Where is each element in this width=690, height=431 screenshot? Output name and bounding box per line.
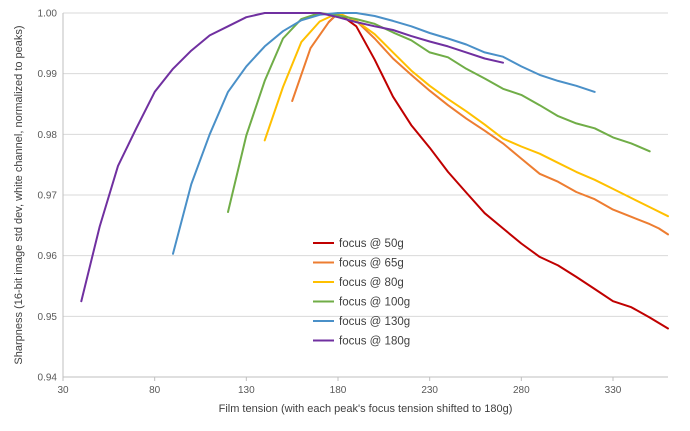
- y-tick-label: 0.95: [38, 312, 58, 323]
- y-tick-label: 0.98: [38, 130, 58, 141]
- grid: [63, 12, 668, 378]
- y-tick-label: 0.97: [38, 191, 58, 202]
- y-axis-title: Sharpness (16-bit image std dev, white c…: [13, 25, 25, 364]
- series-line-5: [172, 12, 596, 255]
- y-tick-label: 1.00: [38, 9, 58, 20]
- legend-label: focus @ 180g: [339, 336, 410, 348]
- axes: 0.94 0.95 0.96 0.97 0.98 0.99 1.00 30 80 130 180 23…: [38, 9, 668, 396]
- y-tick-label: 0.96: [38, 251, 58, 262]
- x-tick-label: 80: [149, 385, 161, 396]
- legend-label: focus @ 100g: [339, 297, 410, 309]
- legend: focus @ 50g focus @ 65g focus @ 80g focus @…: [313, 238, 410, 348]
- y-tick-label: 0.94: [38, 373, 58, 384]
- legend-label: focus @ 65g: [339, 258, 404, 270]
- x-tick-label: 30: [57, 385, 69, 396]
- series-line-2: [291, 12, 669, 236]
- x-tick-label: 330: [605, 385, 622, 396]
- x-tick-label: 280: [513, 385, 530, 396]
- legend-label: focus @ 50g: [339, 238, 404, 250]
- series-line-1: [327, 12, 669, 330]
- x-axis-title: Film tension (with each peak's focus ten…: [219, 403, 513, 415]
- x-tick-label: 130: [238, 385, 255, 396]
- x-tick-label: 180: [330, 385, 347, 396]
- series-line-6: [80, 12, 504, 303]
- series: [80, 12, 669, 330]
- legend-label: focus @ 130g: [339, 316, 410, 328]
- y-tick-label: 0.99: [38, 69, 58, 80]
- series-line-4: [227, 12, 651, 213]
- legend-label: focus @ 80g: [339, 277, 404, 289]
- x-tick-label: 230: [421, 385, 438, 396]
